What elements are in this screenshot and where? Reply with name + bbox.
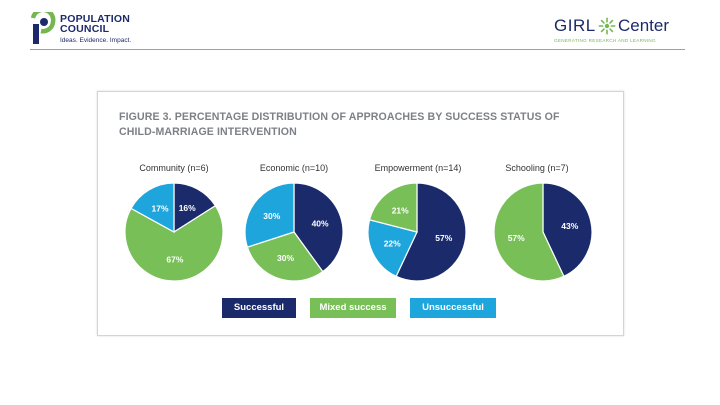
- legend-label-successful: Successful: [233, 302, 285, 313]
- pie-slice-label: 57%: [508, 233, 525, 243]
- sunburst-icon: [598, 17, 616, 35]
- pie-chart-empowerment: 57% 22% 21%: [367, 182, 467, 282]
- population-council-p-icon: [30, 12, 56, 44]
- pie-slice-label: 40%: [312, 219, 329, 229]
- population-council-logo: POPULATION COUNCIL Ideas. Evidence. Impa…: [30, 12, 150, 48]
- pie-slice-successful: [395, 182, 467, 282]
- pie-slice-label: 17%: [151, 203, 168, 213]
- pie-slice-label: 43%: [561, 221, 578, 231]
- pie-chart-schooling: 43% 57%: [493, 182, 593, 282]
- partner-word-center: Center: [618, 16, 670, 35]
- pie-slice-mixed-success: [493, 182, 565, 282]
- girl-center-logo: GIRL Center GENERATING RESEARCH AND LEAR…: [554, 16, 688, 46]
- figure-title-line2: CHILD-MARRIAGE INTERVENTION: [119, 125, 297, 138]
- pie-slice-unsuccessful: [367, 219, 418, 278]
- figure-title-line1: FIGURE 3. PERCENTAGE DISTRIBUTION OF APP…: [119, 111, 560, 123]
- legend-label-unsuccessful: Unsuccessful: [422, 302, 484, 313]
- pie-slice-label: 30%: [277, 253, 294, 263]
- legend-unsuccessful: Unsuccessful: [410, 298, 496, 318]
- legend-mixed-success: Mixed success: [310, 298, 396, 318]
- pie-slice-label: 16%: [179, 203, 196, 213]
- pie-slice-mixed-success: [124, 204, 224, 282]
- partner-word-girl: GIRL: [554, 16, 596, 35]
- pie-slice-successful: [542, 182, 593, 278]
- header-divider: [30, 49, 685, 50]
- pie-slice-unsuccessful: [130, 182, 175, 234]
- org-name-line1: POPULATION: [60, 13, 131, 25]
- pie-slice-successful: [173, 182, 217, 234]
- legend-label-mixed-success: Mixed success: [319, 302, 387, 313]
- figure-panel: FIGURE 3. PERCENTAGE DISTRIBUTION OF APP…: [97, 91, 624, 336]
- pie-slice-label: 67%: [166, 254, 183, 264]
- pie-slice-label: 21%: [392, 205, 409, 215]
- figure-title: FIGURE 3. PERCENTAGE DISTRIBUTION OF APP…: [119, 110, 619, 139]
- pie-label-economic: Economic (n=10): [259, 163, 329, 173]
- pie-slice-unsuccessful: [244, 182, 295, 248]
- pie-slice-mixed-success: [368, 182, 418, 233]
- org-name-line2: COUNCIL: [60, 23, 110, 35]
- page-header: POPULATION COUNCIL Ideas. Evidence. Impa…: [0, 0, 720, 52]
- pie-chart-community: 16% 67% 17%: [124, 182, 224, 282]
- pie-label-empowerment: Empowerment (n=14): [374, 163, 462, 173]
- pie-slice-mixed-success: [246, 231, 324, 282]
- legend-successful: Successful: [222, 298, 296, 318]
- pie-chart-economic: 40% 30% 30%: [244, 182, 344, 282]
- pie-slice-successful: [293, 182, 344, 273]
- population-council-wordmark: POPULATION COUNCIL: [60, 13, 131, 35]
- pie-slice-label: 22%: [384, 239, 401, 249]
- pie-label-schooling: Schooling (n=7): [505, 163, 569, 173]
- pie-slice-label: 57%: [435, 233, 452, 243]
- org-tagline: Ideas. Evidence. Impact.: [60, 37, 132, 44]
- partner-tagline: GENERATING RESEARCH AND LEARNING: [554, 38, 656, 43]
- pie-label-community: Community (n=6): [139, 163, 209, 173]
- pie-slice-label: 30%: [263, 211, 280, 221]
